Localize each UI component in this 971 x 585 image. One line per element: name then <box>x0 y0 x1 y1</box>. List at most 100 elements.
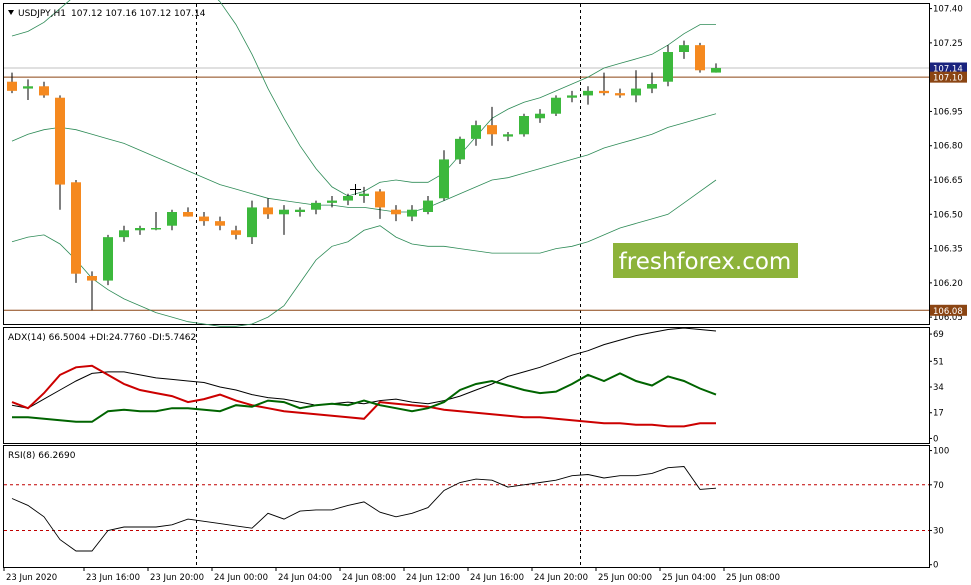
bollinger-middle <box>11 113 717 213</box>
price-title: USDJPY,H1 107.12 107.16 107.12 107.14 <box>8 9 206 19</box>
level-tag-1: 106.08 <box>933 307 963 317</box>
candle <box>7 72 17 94</box>
candle <box>711 63 721 73</box>
time-tick-label: 23 Jun 2020 <box>6 573 57 583</box>
candle <box>679 40 689 59</box>
time-tick-label: 24 Jun 08:00 <box>342 573 396 583</box>
time-tick-label: 24 Jun 12:00 <box>406 573 460 583</box>
candle <box>535 109 545 123</box>
time-tick-label: 24 Jun 04:00 <box>278 573 332 583</box>
rsi-lines <box>11 466 717 552</box>
time-tick-label: 23 Jun 20:00 <box>150 573 204 583</box>
candle <box>407 205 417 222</box>
candle <box>439 150 449 201</box>
rsi-title: RSI(8) 66.2690 <box>8 451 76 461</box>
candle <box>583 86 593 105</box>
crosshair-cursor <box>350 184 361 195</box>
rsi-tick-label: 30 <box>933 526 944 536</box>
time-tick-label: 25 Jun 08:00 <box>726 573 780 583</box>
level-tag-1-bg <box>930 304 967 316</box>
candle <box>343 193 353 206</box>
candle <box>647 72 657 94</box>
rsi-series-0 <box>11 466 717 552</box>
price-tick-label: 106.95 <box>933 107 963 117</box>
candle <box>247 200 257 244</box>
candle <box>615 88 625 98</box>
candle <box>551 95 561 116</box>
price-axis: 107.40 107.25 107.10 106.95 106.80 106.65 106.… <box>929 5 963 323</box>
price-tick-label: 106.65 <box>933 176 963 186</box>
time-tick-label: 23 Jun 16:00 <box>86 573 140 583</box>
ohlc-header: 107.12 107.16 107.12 107.14 <box>71 9 206 19</box>
price-tick-label: 106.05 <box>933 313 963 323</box>
rsi-panel[interactable] <box>3 445 930 568</box>
level-tag-0: 107.10 <box>933 74 963 84</box>
candle <box>215 216 225 231</box>
adx-panel[interactable] <box>3 327 930 444</box>
candle <box>199 212 209 226</box>
adx-tick-label: 69 <box>933 330 944 340</box>
time-axis: 23 Jun 2020 23 Jun 16:00 23 Jun 20:00 24 Ju… <box>3 567 780 583</box>
candle <box>695 42 705 73</box>
candle <box>487 106 497 146</box>
adx-tick-label: 34 <box>933 383 944 393</box>
rsi-levels <box>4 484 929 531</box>
watermark: freshforex.com <box>613 243 798 278</box>
candle <box>167 209 177 231</box>
candle <box>119 225 129 242</box>
candle <box>375 189 385 219</box>
candle <box>183 207 193 217</box>
rsi-axis: 100 70 30 0 <box>929 447 949 571</box>
adx-series-1 <box>11 364 716 428</box>
candle <box>55 95 65 210</box>
price-tick-label: 106.80 <box>933 142 963 152</box>
candle <box>519 113 529 137</box>
candle <box>151 212 161 231</box>
adx-tick-label: 0 <box>933 434 938 444</box>
candle <box>279 205 289 235</box>
symbol-label: USDJPY,H1 <box>18 9 66 19</box>
candle <box>391 205 401 222</box>
price-tick-label: 107.40 <box>933 5 963 15</box>
candle <box>359 186 369 203</box>
adx-series-2 <box>12 372 717 423</box>
candle <box>103 234 113 286</box>
rsi-tick-label: 0 <box>933 561 938 571</box>
current-price-tag: 107.14 <box>933 65 963 75</box>
candle <box>471 120 481 146</box>
level-tag-0-bg <box>930 71 967 83</box>
candle <box>231 225 241 240</box>
candle <box>135 225 145 235</box>
time-tick-label: 25 Jun 04:00 <box>662 573 716 583</box>
bollinger-lower <box>11 179 717 327</box>
candle <box>71 180 81 283</box>
candle <box>23 79 33 100</box>
candle <box>295 207 305 217</box>
watermark-text: freshforex.com <box>619 249 792 275</box>
candle <box>455 136 465 164</box>
price-tick-label: 106.50 <box>933 210 963 220</box>
price-levels <box>4 67 929 311</box>
candle <box>599 72 609 96</box>
current-price-tag-bg <box>930 62 967 74</box>
rsi-tick-label: 100 <box>933 447 949 457</box>
price-tick-label: 106.35 <box>933 245 963 255</box>
candle <box>423 196 433 215</box>
adx-tick-label: 17 <box>933 409 944 419</box>
adx-lines <box>11 327 717 428</box>
adx-tick-label: 51 <box>933 357 944 367</box>
candle <box>39 81 49 98</box>
candle <box>263 198 273 219</box>
triangle-down-icon <box>8 10 14 15</box>
candle <box>311 200 321 215</box>
time-tick-label: 25 Jun 00:00 <box>598 573 652 583</box>
time-tick-label: 24 Jun 16:00 <box>470 573 524 583</box>
candle <box>503 132 513 142</box>
time-tick-label: 24 Jun 00:00 <box>214 573 268 583</box>
candle <box>327 196 337 208</box>
candle <box>663 45 673 87</box>
candles <box>7 40 721 311</box>
day-separators <box>196 4 581 567</box>
